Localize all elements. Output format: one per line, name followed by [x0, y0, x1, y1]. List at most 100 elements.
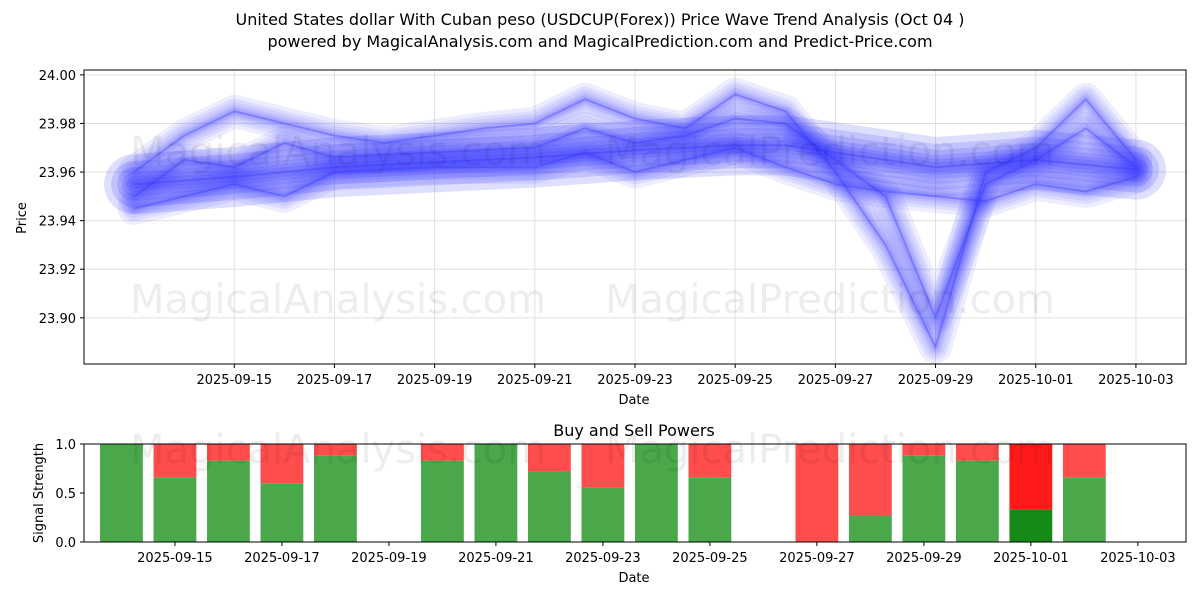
signal-x-tick-label: 2025-09-23	[565, 551, 641, 566]
wave-line-2	[133, 93, 1137, 348]
wave-bands	[104, 77, 1166, 364]
watermark-analysis-2: MagicalAnalysis.com	[130, 277, 546, 323]
price-y-tick-label: 23.92	[39, 263, 76, 278]
wave-band-0	[122, 133, 1148, 197]
wave-band-0	[111, 122, 1159, 208]
wave-band-1	[129, 114, 1141, 323]
signal-watermarks: MagicalAnalysis.com MagicalPrediction.co…	[130, 427, 1055, 473]
chart-title: United States dollar With Cuban peso (US…	[235, 10, 965, 29]
price-y-tick-label: 24.00	[39, 69, 76, 84]
signal-x-tick-label: 2025-09-19	[351, 551, 427, 566]
signal-axis-ticks: 2025-09-15 2025-09-17 2025-09-19 2025-09-21…	[55, 438, 1175, 566]
signal-x-tick-label: 2025-09-17	[244, 551, 320, 566]
sell-bar	[1062, 444, 1106, 478]
signal-x-tick-label: 2025-09-29	[886, 551, 962, 566]
wave-band-2	[129, 89, 1141, 352]
signal-x-tick-label: 2025-09-15	[137, 551, 213, 566]
price-watermarks: MagicalAnalysis.com MagicalPrediction.co…	[130, 129, 1055, 323]
buy-bar	[688, 477, 732, 542]
price-x-tick-label: 2025-09-19	[397, 373, 473, 388]
price-x-tick-label: 2025-09-17	[297, 373, 373, 388]
price-x-tick-label: 2025-09-21	[497, 373, 573, 388]
sell-bar	[1009, 444, 1053, 510]
wave-band-0	[129, 140, 1141, 190]
buy-bar	[421, 460, 464, 542]
sell-bar	[955, 444, 999, 461]
wave-band-3	[121, 135, 1149, 221]
watermark-analysis: MagicalAnalysis.com	[130, 129, 546, 175]
sell-bar	[207, 444, 250, 461]
wave-band-3	[127, 141, 1143, 215]
signal-chart: Buy and Sell Powers MagicalAnalysis.com …	[32, 421, 1187, 586]
wave-band-1	[117, 102, 1153, 335]
price-y-tick-label: 23.98	[39, 117, 76, 132]
wave-line-0	[134, 144, 1136, 186]
price-y-tick-label: 23.96	[39, 166, 76, 181]
watermark-prediction-3: MagicalPrediction.com	[605, 427, 1055, 473]
watermark-prediction-2: MagicalPrediction.com	[605, 277, 1055, 323]
wave-line-3	[133, 146, 1137, 210]
wave-band-1	[121, 106, 1149, 331]
price-y-tick-label: 23.90	[39, 312, 76, 327]
buy-bar	[153, 477, 197, 542]
signal-y-tick-label: 0.0	[55, 536, 76, 551]
watermark-prediction: MagicalPrediction.com	[605, 129, 1055, 175]
wave-band-0	[104, 115, 1166, 215]
wave-band-2	[124, 84, 1146, 357]
buy-bar	[848, 515, 892, 542]
buy-bar	[581, 487, 625, 542]
sell-bar	[688, 444, 732, 478]
signal-x-axis-label: Date	[618, 571, 649, 586]
price-x-tick-label: 2025-10-03	[1098, 373, 1174, 388]
signal-x-tick-label: 2025-09-25	[672, 551, 748, 566]
wave-band-2	[127, 87, 1143, 354]
sell-bar	[314, 444, 357, 456]
sell-bar	[795, 444, 839, 542]
wave-band-2	[117, 77, 1153, 364]
price-y-tick-label: 23.94	[39, 215, 76, 230]
wave-band-2	[131, 91, 1139, 350]
wave-band-0	[117, 128, 1153, 202]
signal-x-tick-label: 2025-09-27	[779, 551, 855, 566]
buy-bar	[1009, 509, 1053, 542]
signal-y-axis-label: Signal Strength	[32, 443, 47, 543]
price-x-tick-label: 2025-09-15	[196, 373, 272, 388]
signal-x-tick-label: 2025-10-01	[993, 551, 1069, 566]
sell-bar	[421, 444, 464, 461]
wave-band-1	[131, 115, 1139, 321]
wave-line-1	[133, 117, 1137, 319]
price-y-axis-label: Price	[15, 202, 30, 234]
wave-band-0	[126, 137, 1144, 193]
price-x-tick-label: 2025-09-29	[898, 373, 974, 388]
chart-subtitle: powered by MagicalAnalysis.com and Magic…	[267, 32, 933, 51]
wave-band-3	[129, 143, 1141, 213]
buy-bar	[528, 471, 571, 542]
signal-x-tick-label: 2025-10-03	[1100, 551, 1176, 566]
buy-bar	[207, 460, 250, 542]
price-x-axis-label: Date	[618, 393, 649, 408]
buy-bar	[1062, 477, 1106, 542]
buy-bar	[100, 444, 143, 542]
buy-bar	[955, 460, 999, 542]
buy-bar	[260, 483, 304, 542]
wave-band-3	[117, 131, 1153, 225]
buy-bar	[314, 455, 357, 542]
sell-bar	[581, 444, 625, 488]
price-x-tick-label: 2025-09-25	[697, 373, 773, 388]
wave-band-1	[124, 109, 1146, 328]
signal-bars	[100, 444, 1106, 542]
price-axis-ticks: 2025-09-15 2025-09-17 2025-09-19 2025-09-21…	[39, 69, 1174, 388]
sell-bar	[153, 444, 197, 478]
signal-x-tick-label: 2025-09-21	[458, 551, 534, 566]
buy-bar	[474, 444, 518, 542]
wave-band-3	[131, 144, 1139, 212]
sell-bar	[902, 444, 946, 456]
watermark-analysis-3: MagicalAnalysis.com	[130, 427, 546, 473]
wave-band-1	[127, 112, 1143, 325]
signal-y-tick-label: 1.0	[55, 438, 76, 453]
sell-bar	[528, 444, 571, 472]
price-x-tick-label: 2025-10-01	[998, 373, 1074, 388]
signal-y-tick-label: 0.5	[55, 487, 76, 502]
buy-bar	[635, 444, 678, 542]
